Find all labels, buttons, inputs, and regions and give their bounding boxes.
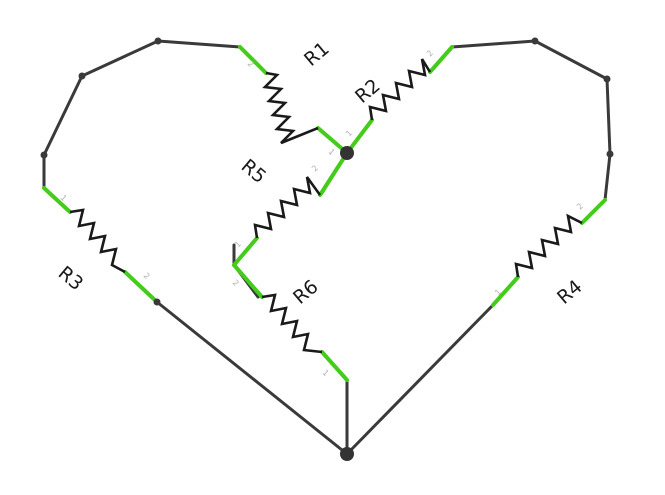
r6-lead-b xyxy=(320,350,349,382)
r5-lead-b xyxy=(318,151,349,197)
bottom-junction-node xyxy=(340,447,354,461)
r5-pin-a: 1 xyxy=(233,239,243,249)
wire-r4-to-bottom xyxy=(345,303,495,456)
resistor-bodies xyxy=(69,58,583,354)
r5-label: R5 xyxy=(237,155,271,188)
resistor-labels: R1 R2 R3 R4 R5 R6 xyxy=(54,38,587,309)
r3-pin-a: 1 xyxy=(59,193,69,203)
wires xyxy=(42,39,612,456)
r1-body xyxy=(262,71,319,145)
corner-dot xyxy=(78,72,86,80)
r2-lead-b xyxy=(428,45,454,74)
wire-r3-to-bottom xyxy=(155,300,349,456)
corner-dot xyxy=(606,150,614,158)
r4-lead-b xyxy=(580,198,607,225)
r4-lead-a xyxy=(491,275,520,307)
r3-body xyxy=(69,208,126,274)
wire-right-top xyxy=(450,39,612,202)
pin-labels: 2 1 1 2 1 2 1 2 1 2 2 1 xyxy=(59,48,585,378)
r1-label: R1 xyxy=(300,38,334,71)
r2-pin-b: 2 xyxy=(425,48,435,58)
r1-pin-a: 2 xyxy=(246,59,256,69)
r6-pin-a: 2 xyxy=(231,278,241,288)
r4-pin-a: 1 xyxy=(493,287,503,297)
wire-left-top xyxy=(42,39,242,190)
r3-lead-b xyxy=(123,270,159,304)
corner-dot xyxy=(153,298,161,306)
corner-dot xyxy=(40,151,48,159)
r3-lead-a xyxy=(42,186,72,214)
top-junction-node xyxy=(340,146,354,160)
r5-pin-b: 2 xyxy=(310,163,320,173)
r6-label: R6 xyxy=(289,276,323,309)
r3-pin-b: 2 xyxy=(142,271,152,281)
r5-lead-a xyxy=(232,236,259,267)
r2-body xyxy=(368,58,432,121)
r2-pin-a: 1 xyxy=(344,128,354,138)
r4-pin-b: 2 xyxy=(575,201,585,211)
r1-pin-b: 1 xyxy=(327,147,337,157)
r3-label: R3 xyxy=(54,262,88,295)
corner-dot xyxy=(603,75,611,83)
r6-pin-b: 1 xyxy=(321,368,331,378)
r4-body xyxy=(514,213,583,278)
leads xyxy=(42,45,607,382)
r6-body xyxy=(261,293,323,354)
r2-label: R2 xyxy=(351,75,385,108)
corner-dot xyxy=(154,37,162,45)
r6-lead-a xyxy=(232,263,264,299)
r1-lead-a xyxy=(238,45,268,75)
junctions xyxy=(40,37,614,461)
r4-label: R4 xyxy=(553,276,587,309)
corner-dot xyxy=(531,37,539,45)
r5-body xyxy=(253,176,322,239)
